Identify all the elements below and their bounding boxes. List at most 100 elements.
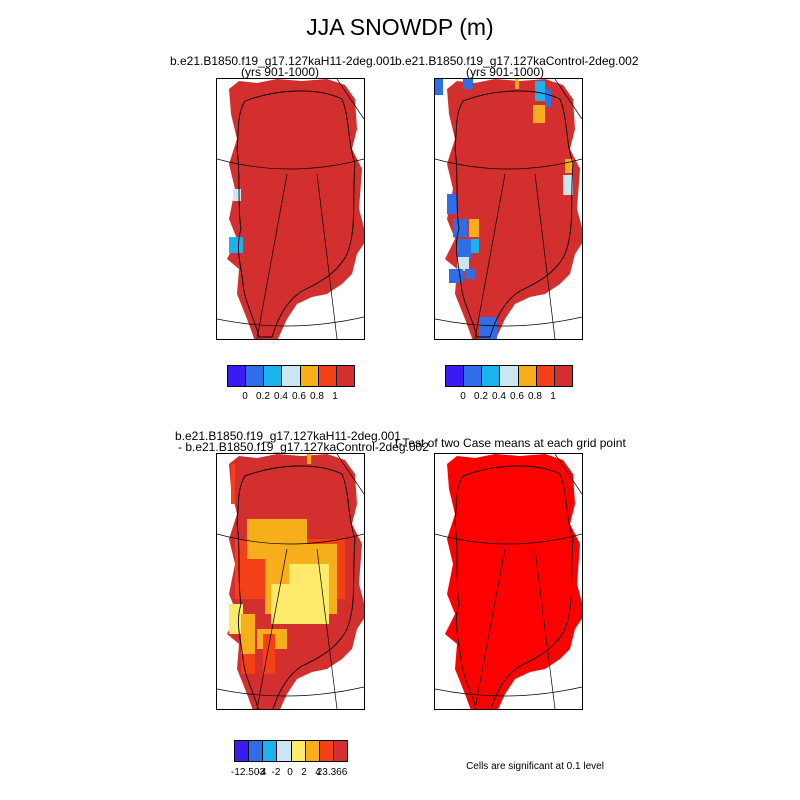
map-h11-latitude-line [217, 158, 364, 170]
map-h11-landmass [227, 79, 364, 339]
map-difference-grid-cell [289, 564, 329, 624]
colorbar-control-swatch [482, 366, 501, 386]
map-control-grid-cell [435, 79, 443, 95]
significance-note: Cells are significant at 0.1 level [466, 761, 604, 772]
panel2-title-line1: b.e21.B1850.f19_g17.127kaControl-2deg.00… [395, 54, 639, 68]
colorbar-h11-tick-label: 0 [242, 391, 248, 402]
map-h11-latitude-line [217, 316, 364, 327]
colorbar-difference-swatch [333, 741, 347, 761]
colorbar-control-tick-label: 0.6 [510, 391, 524, 402]
map-difference-grid-cell [307, 454, 311, 464]
colorbar-difference [234, 740, 348, 762]
colorbar-difference-labels: -12.503 -4 -2 0 2 4 23.366 [231, 767, 348, 779]
map-control-grid-cell [447, 194, 457, 214]
map-ttest-longitude-line [554, 454, 582, 495]
colorbar-h11-tick-label: 0.8 [310, 391, 324, 402]
map-h11-longitude-line [256, 173, 288, 339]
greenland-map-difference [217, 454, 364, 709]
map-control-latitude-line [435, 316, 582, 327]
colorbar-difference-swatch [305, 741, 320, 761]
colorbar-difference-tick-label: -2 [271, 767, 281, 778]
map-difference-grid-cell [229, 604, 243, 634]
colorbar-difference-swatch [263, 741, 278, 761]
colorbar-difference-tick-label: 23.366 [316, 767, 348, 778]
colorbar-h11-swatch [228, 366, 247, 386]
colorbar-h11-swatch [336, 366, 354, 386]
map-difference-longitude-line [316, 548, 338, 709]
map-control-grid-cell [565, 159, 573, 173]
colorbar-control [445, 365, 573, 387]
colorbar-control-swatch [518, 366, 537, 386]
map-difference-coastline [236, 465, 356, 709]
colorbar-difference-swatch [235, 741, 250, 761]
map-ttest-coastline [454, 465, 574, 709]
colorbar-h11-swatch [300, 366, 319, 386]
colorbar-control-tick-label: 0.2 [474, 391, 488, 402]
map-panel-difference [216, 453, 365, 710]
map-control-coastline [454, 90, 574, 338]
map-control-longitude-line [554, 79, 582, 120]
panel4-title: t-Test of two Case means at each grid po… [395, 436, 626, 450]
colorbar-difference-tick-label: -4 [257, 767, 267, 778]
colorbar-h11-tick-label: 0.6 [292, 391, 306, 402]
colorbar-control-tick-label: 0.8 [528, 391, 542, 402]
map-control-grid-cell [533, 105, 545, 123]
panel1-title-line1: b.e21.B1850.f19_g17.127kaH11-2deg.001 [170, 54, 396, 68]
colorbar-difference-tick-label: -12.503 [231, 767, 265, 778]
map-difference-longitude-line [336, 454, 364, 495]
greenland-map-h11 [217, 79, 364, 339]
map-control-grid-cell [535, 81, 545, 101]
map-difference-longitude-line [256, 548, 288, 709]
colorbar-difference-swatch [249, 741, 264, 761]
map-h11-grid-cell [229, 237, 243, 253]
map-panel-control [434, 78, 583, 340]
map-ttest-latitude-line [435, 686, 582, 697]
colorbar-control-tick-label: 0.4 [492, 391, 506, 402]
map-control-grid-cell [463, 79, 473, 89]
map-control-grid-cell [469, 219, 479, 237]
colorbar-difference-tick-label: 2 [301, 767, 307, 778]
map-difference-latitude-line [217, 533, 364, 545]
map-control-grid-cell [515, 79, 519, 89]
map-control-grid-cell [479, 317, 497, 339]
colorbar-h11-swatch [282, 366, 301, 386]
colorbar-control-tick-label: 1 [550, 391, 556, 402]
colorbar-h11-tick-label: 1 [332, 391, 338, 402]
map-control-landmass [445, 79, 582, 339]
colorbar-difference-tick-label: 0 [287, 767, 293, 778]
greenland-map-ttest [435, 454, 582, 709]
colorbar-control-tick-label: 0 [460, 391, 466, 402]
map-control-latitude-line [435, 158, 582, 170]
map-control-grid-cell [457, 257, 469, 271]
map-h11-longitude-line [316, 173, 338, 339]
map-difference-grid-cell [241, 614, 255, 654]
map-control-grid-cell [465, 269, 475, 279]
colorbar-h11-tick-label: 0.4 [274, 391, 288, 402]
colorbar-control-swatch [554, 366, 572, 386]
map-ttest-latitude-line [435, 533, 582, 545]
map-control-grid-cell [471, 239, 479, 253]
colorbar-difference-swatch [291, 741, 306, 761]
map-ttest-landmass [445, 454, 582, 709]
figure-title: JJA SNOWDP (m) [306, 14, 494, 40]
map-difference-grid-cell [231, 464, 235, 504]
colorbar-h11-labels: 0 0.2 0.4 0.6 0.8 1 [227, 391, 353, 403]
map-control-grid-cell [545, 89, 551, 107]
map-panel-ttest [434, 453, 583, 710]
colorbar-h11 [227, 365, 355, 387]
colorbar-difference-swatch [319, 741, 334, 761]
map-h11-longitude-line [336, 79, 364, 120]
colorbar-control-swatch [446, 366, 465, 386]
panel3-title-line1: b.e21.B1850.f19_g17.127kaH11-2deg.001 [175, 429, 401, 443]
map-control-longitude-line [534, 173, 556, 339]
colorbar-control-swatch [536, 366, 555, 386]
map-ttest-longitude-line [474, 548, 506, 709]
colorbar-control-swatch [500, 366, 519, 386]
colorbar-h11-swatch [246, 366, 265, 386]
colorbar-control-swatch [464, 366, 483, 386]
map-difference-grid-cell [263, 634, 275, 674]
panel1-title-line2: (yrs 901-1000) [240, 65, 320, 79]
map-control-longitude-line [474, 173, 506, 339]
greenland-map-control [435, 79, 582, 339]
map-h11-grid-cell [233, 189, 241, 201]
